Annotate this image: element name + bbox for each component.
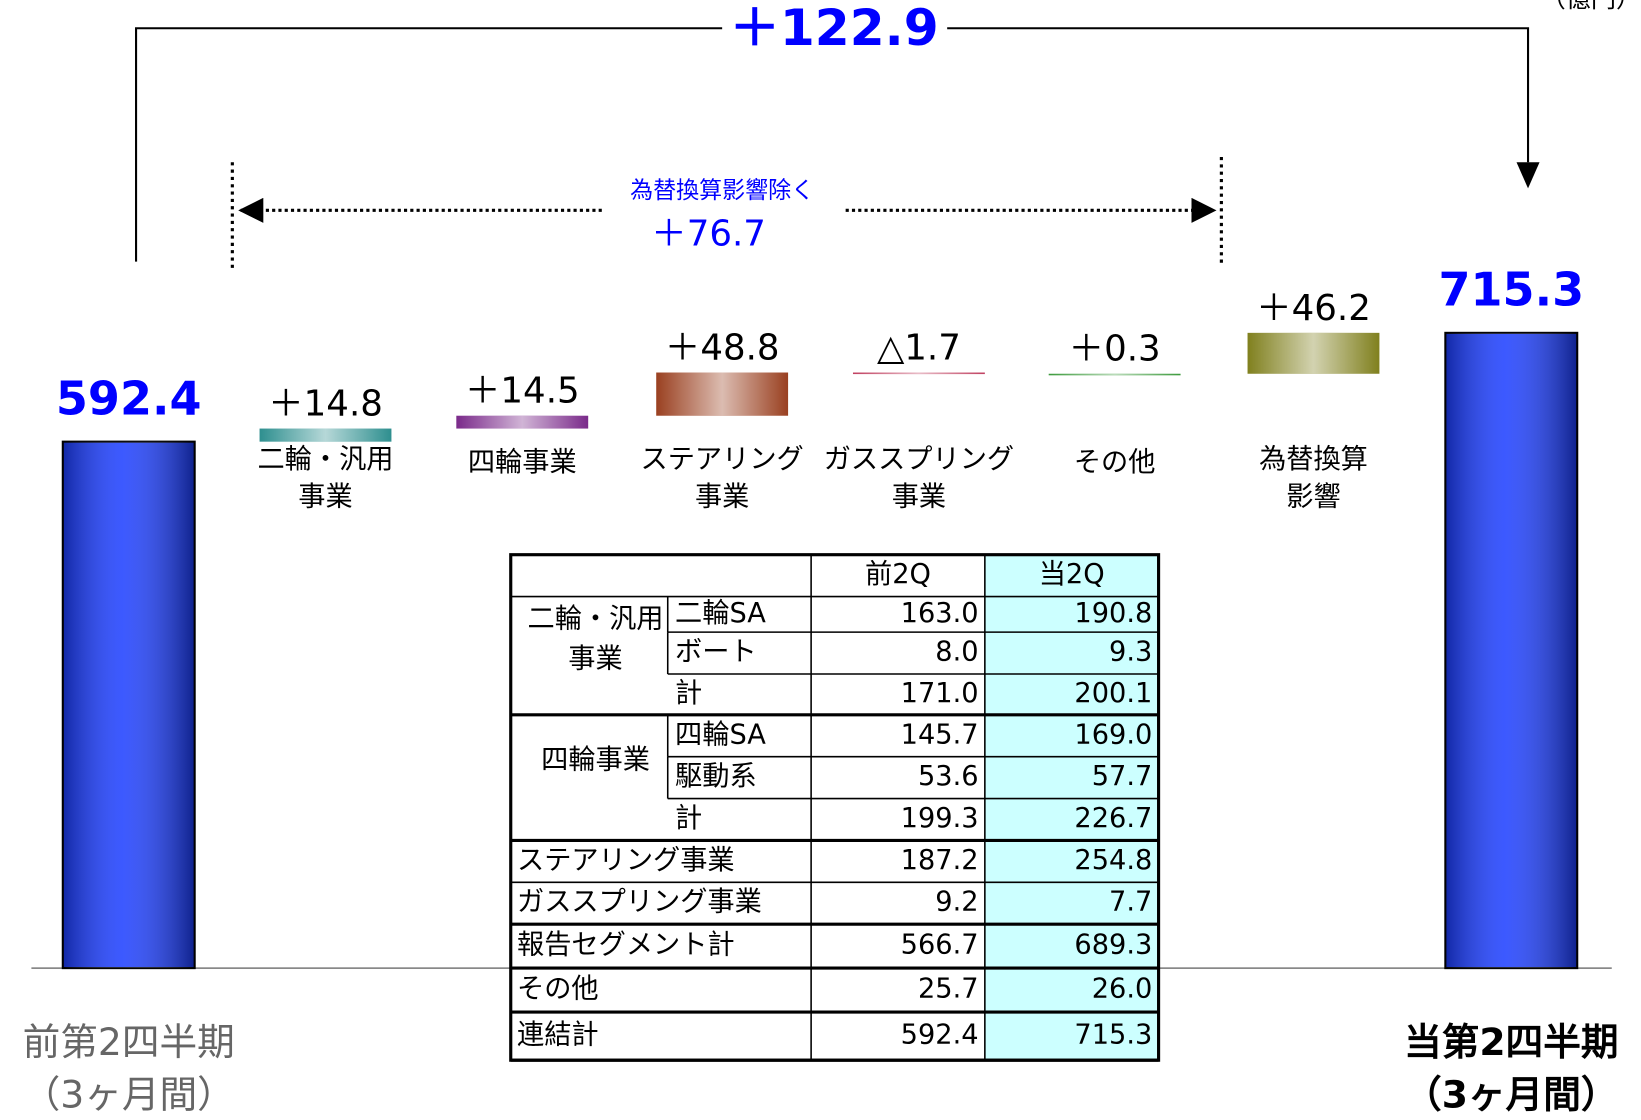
table-cell: 57.7 [1092, 761, 1153, 792]
table-cell: 199.3 [901, 803, 979, 834]
bar-shade [62, 441, 195, 969]
table-cell: 当2Q [1039, 559, 1105, 590]
table-cell: 53.6 [918, 761, 979, 792]
category-label: 事業 [695, 482, 749, 513]
table-cell: 200.1 [1074, 678, 1152, 709]
table-cell: 592.4 [901, 1020, 979, 1051]
category-label: ステアリング [641, 444, 804, 475]
step-shine [259, 428, 392, 442]
category-label: ガススプリング [824, 444, 1014, 475]
table-cell: ステアリング事業 [517, 845, 735, 876]
step-shine [852, 372, 985, 375]
table-cell: その他 [517, 974, 599, 1005]
table-cell: 8.0 [935, 637, 978, 668]
category-label: 影響 [1286, 482, 1340, 513]
table-cell: 715.3 [1074, 1020, 1152, 1051]
table-cell: 190.8 [1074, 598, 1152, 629]
table-cell: 計 [675, 803, 702, 834]
category-label: 四輪事業 [468, 447, 577, 478]
table-cell: ガススプリング事業 [517, 887, 762, 918]
bracket [135, 27, 1530, 262]
table-cell: 25.7 [918, 974, 979, 1005]
category-label: 二輪・汎用 [257, 444, 393, 475]
table-cell: 報告セグメント計 [517, 930, 735, 961]
category-label: 為替換算 [1259, 444, 1368, 475]
table-cell: 計 [675, 678, 702, 709]
period-label: 前第2四半期 [23, 1020, 235, 1064]
table-cell: 226.7 [1074, 803, 1152, 834]
table-cell: 連結計 [517, 1020, 599, 1051]
table-cell: 前2Q [865, 559, 931, 590]
table-cell: 187.2 [901, 845, 979, 876]
value-label: ＋0.3 [1069, 329, 1161, 370]
table-cell: 四輪事業 [541, 744, 650, 775]
period-label: 当第2四半期 [1404, 1020, 1618, 1064]
total-change: ＋122.9 [730, 0, 939, 57]
step-shine [656, 372, 789, 416]
arrow-head [1516, 162, 1540, 189]
value-label: ＋14.8 [268, 384, 383, 425]
step-shine [456, 415, 589, 429]
value-label: 592.4 [56, 371, 202, 425]
annotation: 為替換算影響除く [630, 178, 814, 204]
value-label: △1.7 [877, 327, 961, 368]
table-cell: 駆動系 [675, 761, 757, 792]
table-cell: 二輪SA [675, 598, 766, 629]
bar-shade [1445, 332, 1578, 969]
table-cell: 254.8 [1074, 845, 1152, 876]
table-cell: ボート [675, 637, 757, 668]
value-label: ＋14.5 [465, 371, 580, 412]
value-label: ＋46.2 [1256, 288, 1371, 329]
table-cell: 26.0 [1092, 974, 1153, 1005]
table-highlight [984, 554, 1159, 1061]
table-cell: 四輪SA [675, 719, 766, 750]
table-cell: 145.7 [901, 719, 979, 750]
table-cell: 二輪・汎用 [528, 604, 664, 635]
category-label: 事業 [298, 482, 352, 513]
table-border [509, 553, 1161, 1062]
table-cell: 566.7 [901, 930, 979, 961]
table-cell: 7.7 [1109, 887, 1152, 918]
value-label: 715.3 [1438, 263, 1584, 317]
table-cell: 9.2 [935, 887, 978, 918]
step-shine [1048, 373, 1181, 376]
value-label: ＋48.8 [665, 327, 780, 368]
period-label: （3ヶ月間） [23, 1072, 235, 1116]
table-cell: 163.0 [901, 598, 979, 629]
category-label: その他 [1074, 447, 1156, 478]
category-label: 事業 [892, 482, 946, 513]
table-cell: 169.0 [1074, 719, 1152, 750]
table-cell: 171.0 [901, 678, 979, 709]
table-cell: 689.3 [1074, 930, 1152, 961]
slide: ＋122.9 為替換算影響除く ＋76.7 （億円） 592.4 前第2四半期 （3… [23, 0, 1641, 1116]
annotation-value: ＋76.7 [651, 213, 766, 254]
period-label: （3ヶ月間） [1404, 1072, 1618, 1116]
table-cell: 9.3 [1109, 637, 1152, 668]
step-shine [1247, 332, 1380, 374]
unit: （億円） [1541, 0, 1641, 13]
table-cell: 事業 [568, 643, 622, 674]
